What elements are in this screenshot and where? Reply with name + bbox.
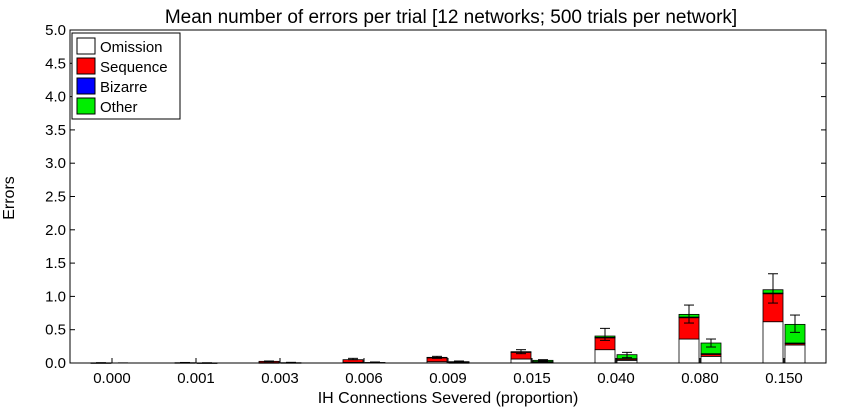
y-tick-label: 1.0 bbox=[45, 288, 66, 305]
legend-swatch-other bbox=[76, 97, 96, 115]
legend-swatch-sequence bbox=[76, 57, 96, 75]
y-tick-label: 2.0 bbox=[45, 222, 66, 239]
legend: Omission Sequence Bizarre Other bbox=[71, 32, 181, 120]
x-tick-label: 0.080 bbox=[681, 370, 719, 387]
bar-omission bbox=[762, 321, 784, 364]
x-tick-label: 0.040 bbox=[597, 370, 635, 387]
y-tick-label: 3.0 bbox=[45, 155, 66, 172]
legend-swatch-omission bbox=[76, 37, 96, 55]
y-tick-label: 4.5 bbox=[45, 55, 66, 72]
x-tick-label: 0.015 bbox=[513, 370, 551, 387]
bar-omission bbox=[700, 355, 722, 364]
bar-omission bbox=[678, 338, 700, 364]
y-axis: 0.0 0.5 1.0 1.5 2.0 2.5 3.0 3.5 4.0 4.5 5.0 bbox=[45, 22, 826, 372]
bar-omission bbox=[510, 358, 532, 364]
x-axis: 0.000 0.001 0.003 0.006 0.009 0.015 0.040 0.080… bbox=[93, 358, 803, 387]
y-tick-label: 0.5 bbox=[45, 322, 66, 339]
x-tick-label: 0.006 bbox=[345, 370, 383, 387]
x-axis-title: IH Connections Severed (proportion) bbox=[318, 390, 579, 407]
y-tick-label: 3.5 bbox=[45, 122, 66, 139]
legend-swatch-bizarre bbox=[76, 77, 96, 95]
x-tick-label: 0.009 bbox=[429, 370, 467, 387]
y-tick-label: 2.5 bbox=[45, 189, 66, 206]
chart-title: Mean number of errors per trial [12 netw… bbox=[165, 7, 737, 28]
x-tick-label: 0.000 bbox=[93, 370, 131, 387]
legend-label-other: Other bbox=[100, 99, 138, 116]
y-tick-label: 4.0 bbox=[45, 89, 66, 106]
legend-label-omission: Omission bbox=[100, 39, 163, 56]
x-tick-label: 0.003 bbox=[261, 370, 299, 387]
legend-label-bizarre: Bizarre bbox=[100, 79, 148, 96]
y-tick-label: 0.0 bbox=[45, 355, 66, 372]
x-tick-label: 0.001 bbox=[177, 370, 215, 387]
bar-omission bbox=[784, 344, 806, 364]
y-tick-label: 1.5 bbox=[45, 255, 66, 272]
plot-frame bbox=[69, 29, 827, 364]
bar-omission bbox=[594, 349, 616, 364]
legend-label-sequence: Sequence bbox=[100, 59, 168, 76]
x-tick-label: 0.150 bbox=[765, 370, 803, 387]
y-axis-title: Errors bbox=[1, 176, 18, 220]
y-tick-label: 5.0 bbox=[45, 22, 66, 39]
plot-area bbox=[90, 273, 806, 364]
